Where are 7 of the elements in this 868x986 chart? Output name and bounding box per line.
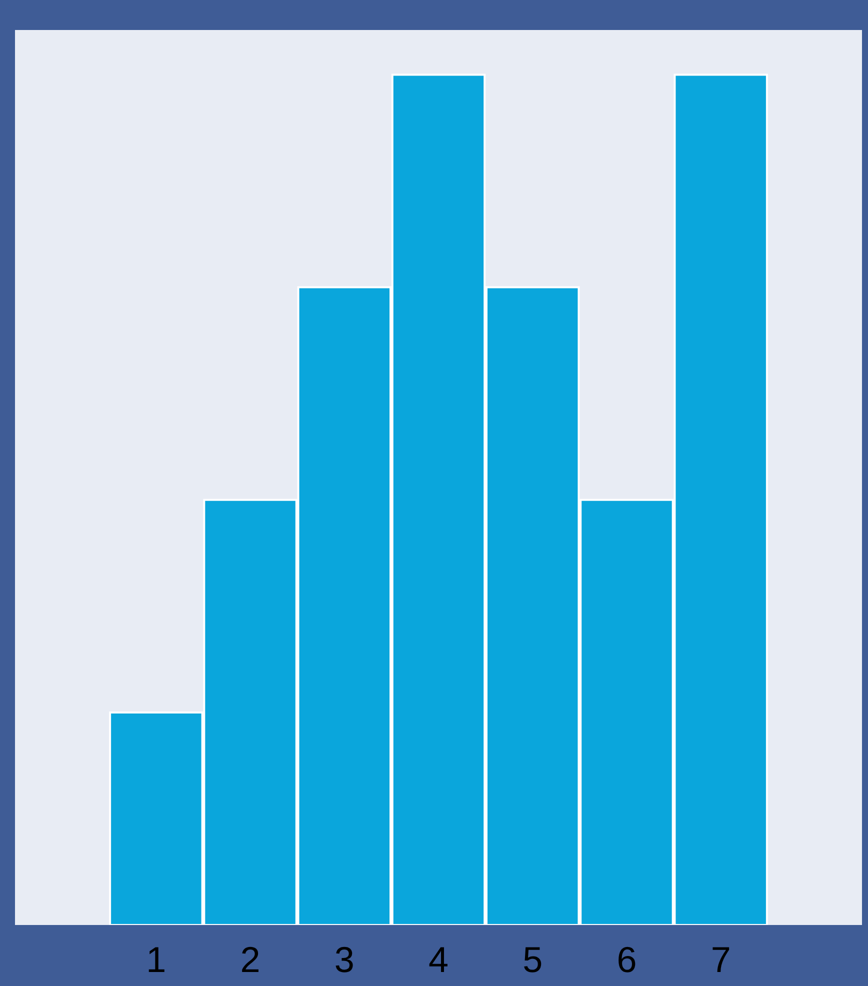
x-tick-label: 6: [616, 939, 637, 980]
x-tick-label: 3: [334, 939, 354, 980]
x-tick-label: 1: [146, 939, 166, 980]
x-tick-label: 2: [240, 939, 260, 980]
x-tick-label: 7: [710, 939, 731, 980]
x-tick-label: 4: [428, 939, 449, 980]
x-tick-label: 5: [522, 939, 543, 980]
